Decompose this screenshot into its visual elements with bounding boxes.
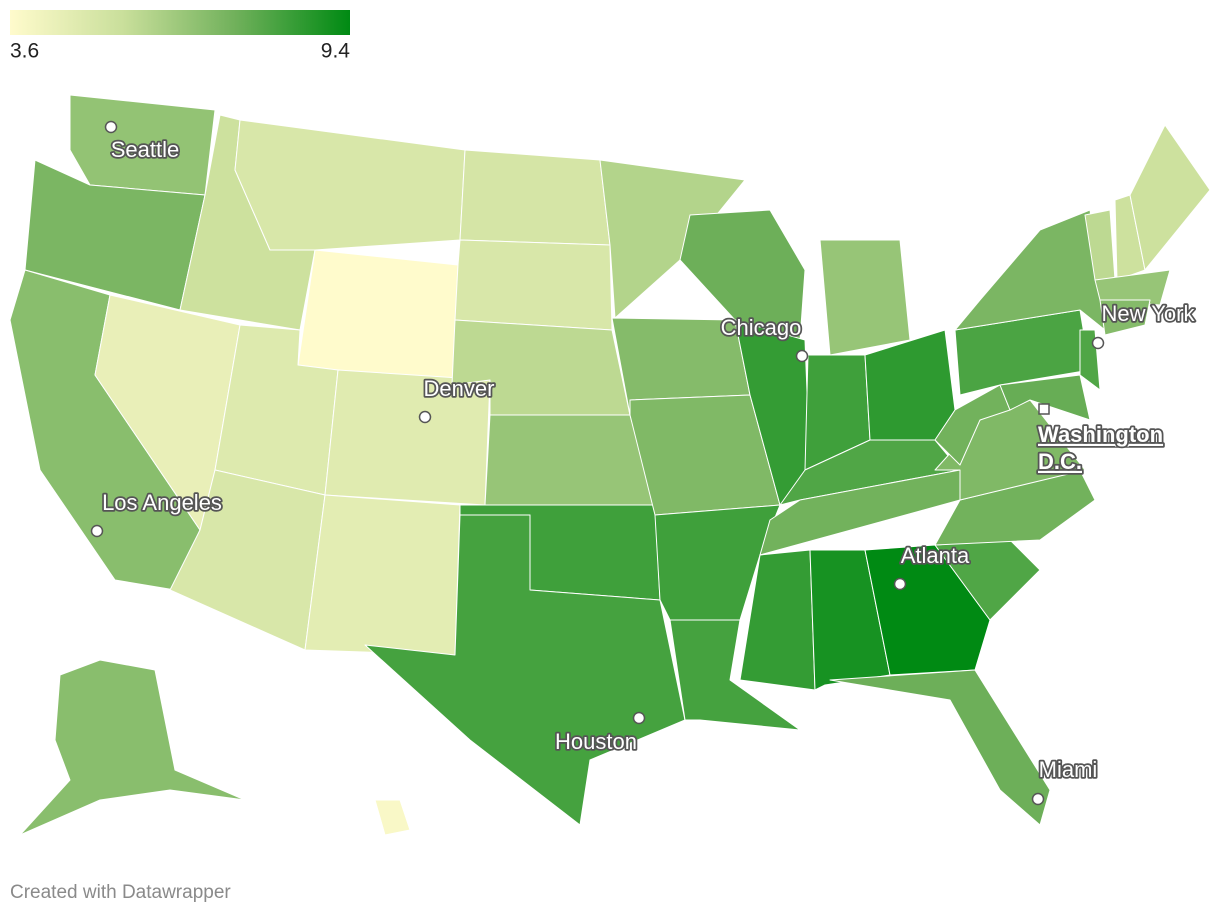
- city-dot: [795, 349, 809, 363]
- regions: [9, 94, 1211, 836]
- city-label: Miami: [1039, 757, 1098, 782]
- city-label: New York: [1102, 301, 1196, 326]
- legend-min: 3.6: [10, 40, 39, 63]
- capital-label: D.C.: [1038, 449, 1082, 474]
- region: [484, 414, 656, 506]
- region: [19, 659, 246, 836]
- region: [1099, 299, 1151, 336]
- city-label: Houston: [555, 729, 637, 754]
- region: [374, 799, 411, 836]
- region: [364, 514, 686, 826]
- region: [454, 239, 613, 331]
- region: [459, 149, 611, 246]
- region: [669, 619, 801, 731]
- city-dot: [632, 711, 646, 725]
- region: [999, 374, 1091, 421]
- capital-label: Washington: [1038, 422, 1163, 447]
- city-dot: [893, 577, 907, 591]
- city-dot: [104, 120, 118, 134]
- city-label: Denver: [424, 376, 495, 401]
- region: [234, 119, 466, 251]
- cities: Seattle Los Angeles Denver Chicago Houston At…: [90, 120, 1197, 806]
- region: [864, 329, 956, 441]
- region: [829, 669, 1051, 826]
- city-dot: [418, 410, 432, 424]
- region: [599, 159, 746, 319]
- city-label: Seattle: [111, 137, 180, 162]
- region: [954, 209, 1106, 331]
- city-dot: [90, 524, 104, 538]
- region: [1129, 124, 1211, 271]
- footer: Created with Datawrapper: [10, 882, 231, 903]
- region: [304, 494, 461, 656]
- city-label: Atlanta: [901, 543, 970, 568]
- region: [1094, 269, 1171, 306]
- city-dot: [1031, 792, 1045, 806]
- city-label: Chicago: [721, 315, 802, 340]
- city-label: Los Angeles: [102, 490, 222, 515]
- legend-max: 9.4: [321, 40, 351, 63]
- capital-marker: [1038, 403, 1050, 415]
- city-dot: [1091, 336, 1105, 350]
- legend-gradient: [10, 10, 350, 35]
- region: [819, 239, 911, 356]
- region: [169, 469, 326, 651]
- region: [297, 249, 459, 386]
